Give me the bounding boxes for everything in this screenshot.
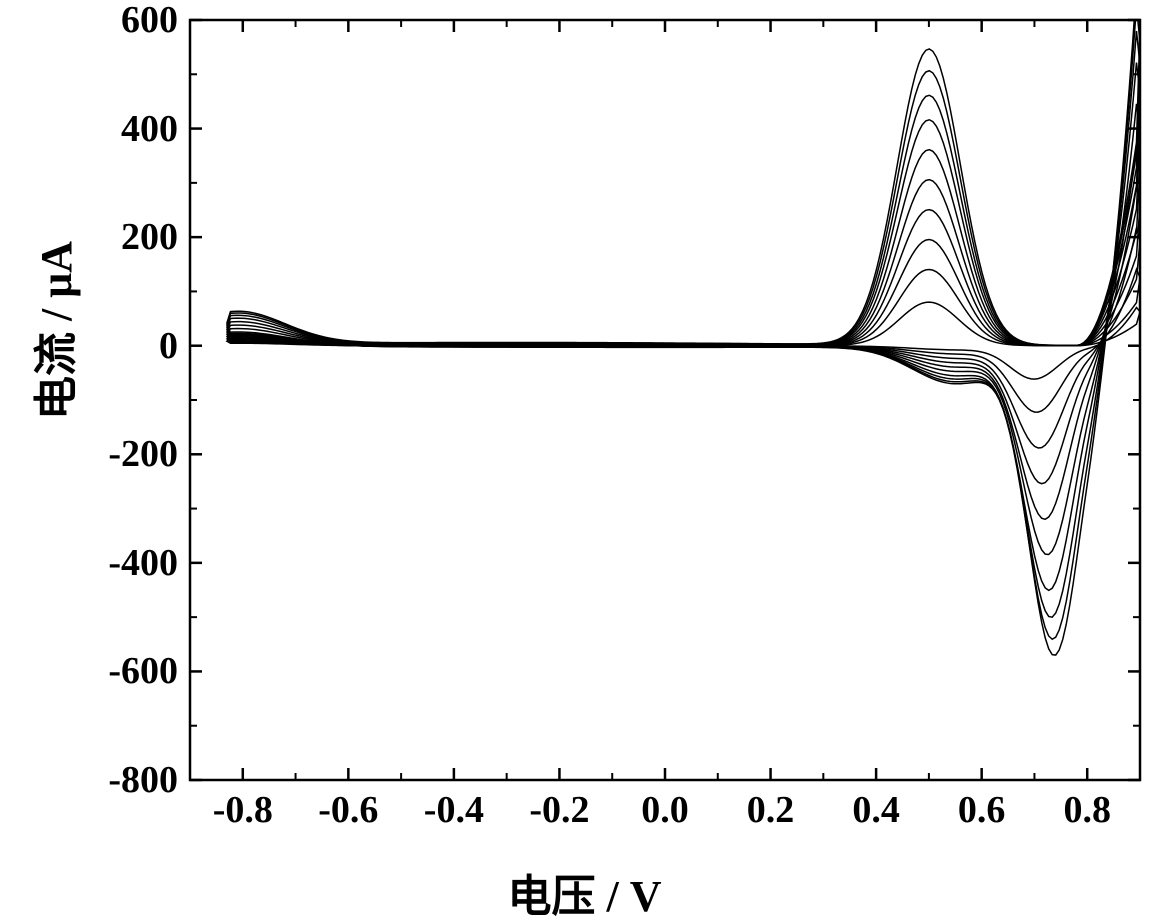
y-tick-label: -800 xyxy=(108,758,178,802)
x-tick-label: 0.6 xyxy=(958,788,1006,832)
x-tick-label: 0.0 xyxy=(641,788,689,832)
x-tick-label: 0.4 xyxy=(852,788,900,832)
y-tick-label: 600 xyxy=(121,0,178,42)
x-tick-label: 0.2 xyxy=(747,788,795,832)
cycle-9 xyxy=(227,6,1140,639)
cv-chart-container: 电流 / μA 电压 / V -0.8-0.6-0.4-0.20.00.20.4… xyxy=(0,0,1169,914)
x-tick-label: -0.2 xyxy=(529,788,589,832)
y-tick-label: -400 xyxy=(108,541,178,585)
y-tick-label: 0 xyxy=(159,324,178,368)
x-tick-label: -0.6 xyxy=(318,788,378,832)
y-tick-label: -200 xyxy=(108,432,178,476)
x-tick-label: -0.8 xyxy=(213,788,273,832)
x-tick-label: 0.8 xyxy=(1063,788,1111,832)
y-tick-label: 400 xyxy=(121,107,178,151)
x-tick-label: -0.4 xyxy=(424,788,484,832)
cycle-8 xyxy=(227,31,1140,617)
y-tick-label: 200 xyxy=(121,215,178,259)
y-tick-label: -600 xyxy=(108,649,178,693)
